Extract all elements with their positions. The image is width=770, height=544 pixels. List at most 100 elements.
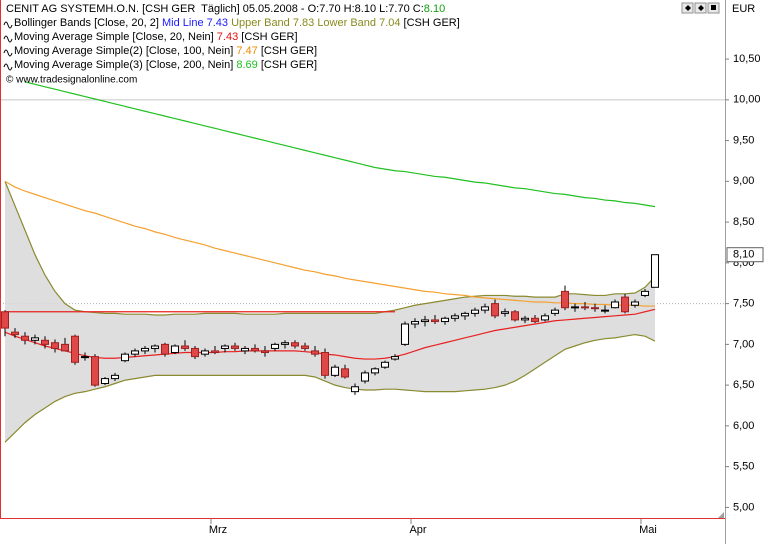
- candle-body: [391, 356, 399, 360]
- overlay-line: [24, 81, 656, 208]
- candle-body: [221, 345, 229, 349]
- legend-part: 7.47: [236, 45, 257, 57]
- candle-body: [261, 350, 269, 354]
- candle-body: [651, 254, 659, 288]
- candle-body: [181, 345, 189, 349]
- candle-body: [121, 353, 129, 362]
- legend-part: 8.69: [236, 59, 257, 71]
- legend-entry: Moving Average Simple(3) [Close, 200, Ne…: [14, 59, 317, 71]
- legend-icon: [3, 63, 13, 71]
- candle-body: [301, 345, 309, 349]
- legend-part: Bollinger Bands [Close, 20, 2]: [14, 17, 162, 29]
- candle-body: [401, 323, 409, 345]
- candle-body: [421, 319, 429, 323]
- legend-icon: [3, 21, 13, 29]
- candle-body: [151, 345, 159, 349]
- candle-body: [51, 342, 59, 349]
- candle-body: [171, 345, 179, 354]
- legend-part: Mid Line 7.43: [162, 17, 228, 29]
- candle-body: [601, 309, 609, 312]
- x-tick-label: Mai: [639, 524, 657, 536]
- y-tick-label: 5,00: [733, 501, 754, 513]
- y-tick-label: 7,50: [733, 298, 754, 310]
- candle-body: [621, 296, 629, 313]
- legend-entry: CENIT AG SYSTEMH.O.N. [CSH GER Täglich] …: [6, 3, 445, 15]
- y-tick-label: 5,50: [733, 461, 754, 473]
- window-buttons[interactable]: [681, 2, 720, 14]
- candle-body: [191, 347, 199, 358]
- candle-body: [161, 343, 169, 355]
- x-tick-label: Mrz: [209, 524, 227, 536]
- last-price-label: 8,10: [733, 249, 754, 261]
- legend-icon: [3, 35, 13, 43]
- y-tick-label: 9,00: [733, 175, 754, 187]
- band-fill: [5, 181, 655, 443]
- y-tick-label: 8,50: [733, 216, 754, 228]
- candle-body: [451, 315, 459, 319]
- y-tick-label: 6,50: [733, 379, 754, 391]
- candle-body: [281, 342, 289, 345]
- overlay-line: [4, 180, 655, 307]
- candle-body: [231, 345, 239, 349]
- band-upper: [4, 181, 656, 316]
- candle-body: [111, 374, 119, 380]
- candle-body: [131, 350, 139, 355]
- candle-body: [541, 315, 549, 321]
- candle-body: [581, 306, 589, 309]
- last-price-box: [726, 247, 764, 263]
- plot-area: [0, 81, 725, 443]
- legend-part: Moving Average Simple [Close, 20, Nein]: [14, 31, 217, 43]
- candle-body: [251, 347, 259, 352]
- candle-body: [641, 290, 649, 296]
- legend-icon: [3, 49, 13, 57]
- candle-body: [31, 337, 39, 341]
- band-lower: [4, 333, 656, 443]
- candle-body: [551, 309, 559, 314]
- candle-body: [431, 319, 439, 323]
- candle-body: [11, 331, 19, 336]
- button-icon: [685, 5, 716, 11]
- candle-body: [211, 350, 219, 354]
- y-tick-label: 10,50: [733, 53, 761, 65]
- legend-part: Upper Band 7.83 Lower Band 7.04: [228, 17, 400, 29]
- candle-body: [371, 368, 379, 374]
- legend-entry: Bollinger Bands [Close, 20, 2] Mid Line …: [14, 17, 460, 29]
- legend-part: [CSH GER]: [238, 31, 297, 43]
- legend-part: Moving Average Simple(3) [Close, 200, Ne…: [14, 59, 236, 71]
- candle-body: [471, 309, 479, 314]
- legend-part: [CSH GER]: [401, 17, 460, 29]
- y-tick-label: 10,00: [733, 94, 761, 106]
- candle-body: [321, 352, 329, 376]
- candle-body: [501, 311, 509, 314]
- y-tick-label: 9,50: [733, 134, 754, 146]
- candle-body: [41, 339, 49, 345]
- legend-part: CENIT AG SYSTEMH.O.N. [CSH GER Täglich] …: [6, 3, 424, 15]
- candle-body: [341, 368, 349, 378]
- candle-body: [1, 311, 9, 329]
- y-tick-label: 6,00: [733, 420, 754, 432]
- candle-body: [631, 301, 639, 306]
- y-tick-label: 7,00: [733, 338, 754, 350]
- candle-body: [81, 356, 89, 359]
- candle-body: [271, 343, 279, 349]
- candle-body: [201, 350, 209, 355]
- candle-body: [611, 301, 619, 309]
- candle-body: [21, 335, 29, 341]
- copyright: © www.tradesignalonline.com: [6, 75, 137, 86]
- candle-body: [331, 366, 339, 376]
- candle-body: [91, 356, 99, 386]
- legend-part: 7.43: [217, 31, 238, 43]
- legend-part: [CSH GER]: [258, 45, 317, 57]
- candle-body: [561, 290, 569, 309]
- candle-body: [311, 350, 319, 355]
- legend-part: 8.10: [424, 3, 445, 15]
- candle-body: [481, 306, 489, 311]
- candle-body: [411, 321, 419, 325]
- candle-body: [141, 347, 149, 352]
- candle-body: [101, 378, 109, 384]
- candle-body: [531, 317, 539, 323]
- overlay-line: [4, 308, 656, 360]
- x-tick-label: Apr: [409, 524, 426, 536]
- candle-body: [591, 307, 599, 310]
